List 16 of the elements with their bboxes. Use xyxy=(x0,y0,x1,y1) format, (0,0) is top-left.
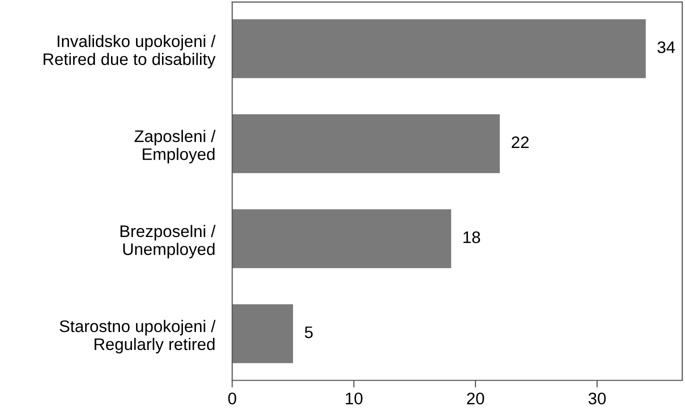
x-tick-label: 30 xyxy=(588,392,606,404)
data-label: 5 xyxy=(304,326,313,338)
bar xyxy=(232,209,452,268)
x-tick-label: 0 xyxy=(228,392,236,404)
data-label: 18 xyxy=(464,231,480,244)
x-tick-label: 10 xyxy=(346,392,362,404)
bar xyxy=(232,19,646,78)
x-tick-label: 20 xyxy=(467,392,484,404)
bar xyxy=(232,114,500,174)
y-tick-label: Invalidsko upokojeni / Retired due to disability xyxy=(44,34,216,68)
y-tick-label: Brezposelni / Unemployed xyxy=(120,224,216,258)
y-tick-label: Starostno upokojeni / Regularly retired xyxy=(60,320,216,354)
data-label: 34 xyxy=(658,41,675,54)
data-label: 22 xyxy=(512,136,529,148)
bar xyxy=(232,304,294,364)
y-tick-label: Zaposleni / Employed xyxy=(134,130,216,164)
